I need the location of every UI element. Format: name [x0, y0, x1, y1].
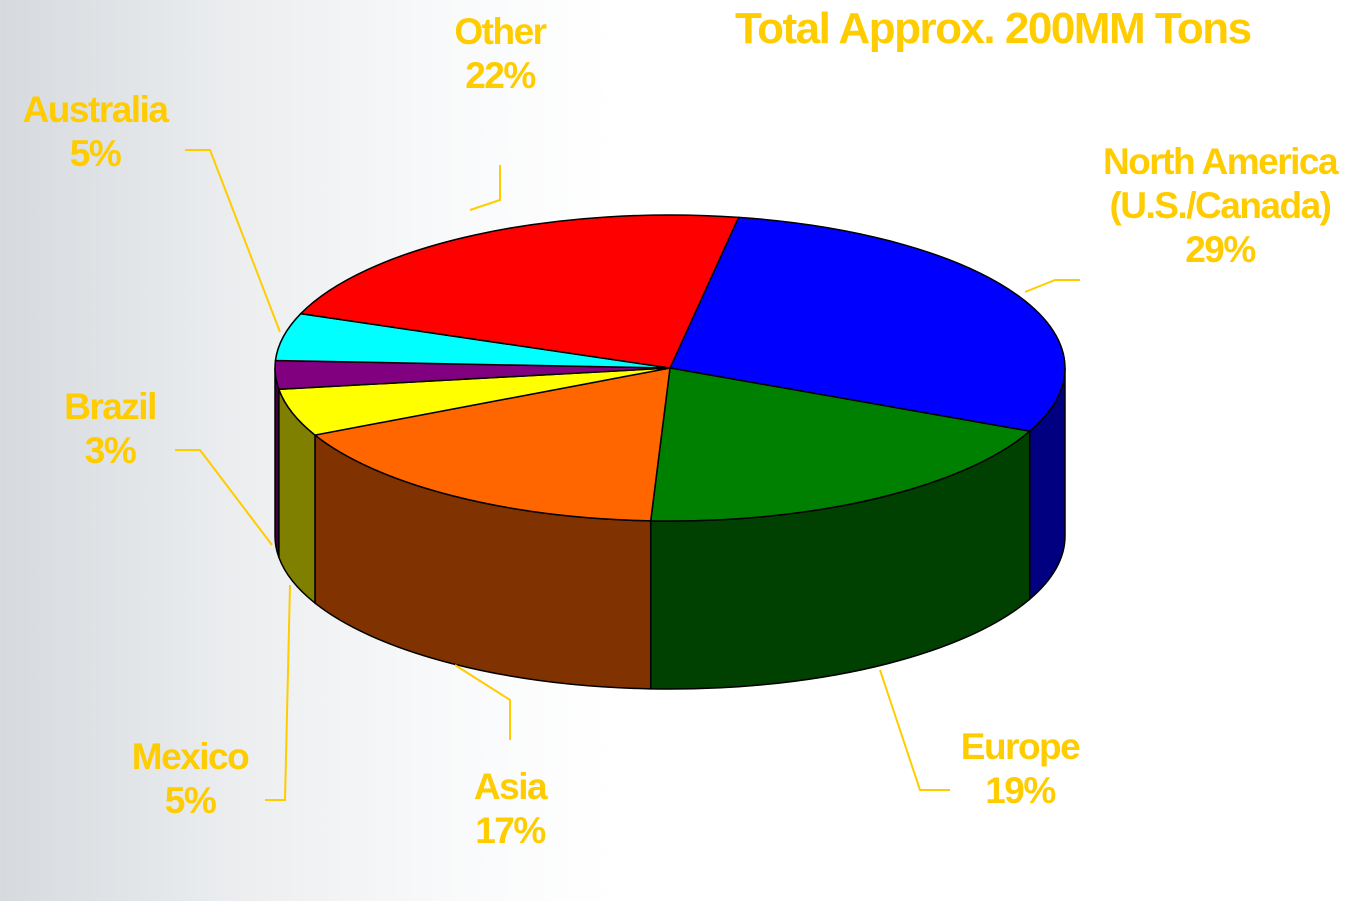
category-label: Australia: [0, 88, 255, 132]
value-label: 29%: [1060, 228, 1368, 272]
category-label: Europe: [860, 725, 1180, 769]
category-label: North America (U.S./Canada): [1060, 140, 1368, 228]
category-label: Brazil: [0, 385, 270, 429]
leader-line: [1025, 280, 1080, 292]
leader-line: [455, 665, 510, 740]
value-label: 5%: [0, 132, 255, 176]
page: Total Approx. 200MM Tons (() => { const …: [0, 0, 1368, 901]
value-label: 3%: [0, 429, 270, 473]
slice-side: [275, 368, 279, 557]
leader-line: [185, 150, 280, 332]
category-label: Asia: [350, 765, 670, 809]
category-label: Mexico: [30, 735, 350, 779]
value-label: 17%: [350, 809, 670, 853]
chart-title: Total Approx. 200MM Tons: [735, 4, 1251, 54]
value-label: 22%: [340, 54, 660, 98]
value-label: 19%: [860, 769, 1180, 813]
leader-line: [470, 165, 500, 210]
category-label: Other: [340, 10, 660, 54]
slice-label: North America (U.S./Canada)29%: [1060, 140, 1368, 272]
value-label: 5%: [30, 779, 350, 823]
